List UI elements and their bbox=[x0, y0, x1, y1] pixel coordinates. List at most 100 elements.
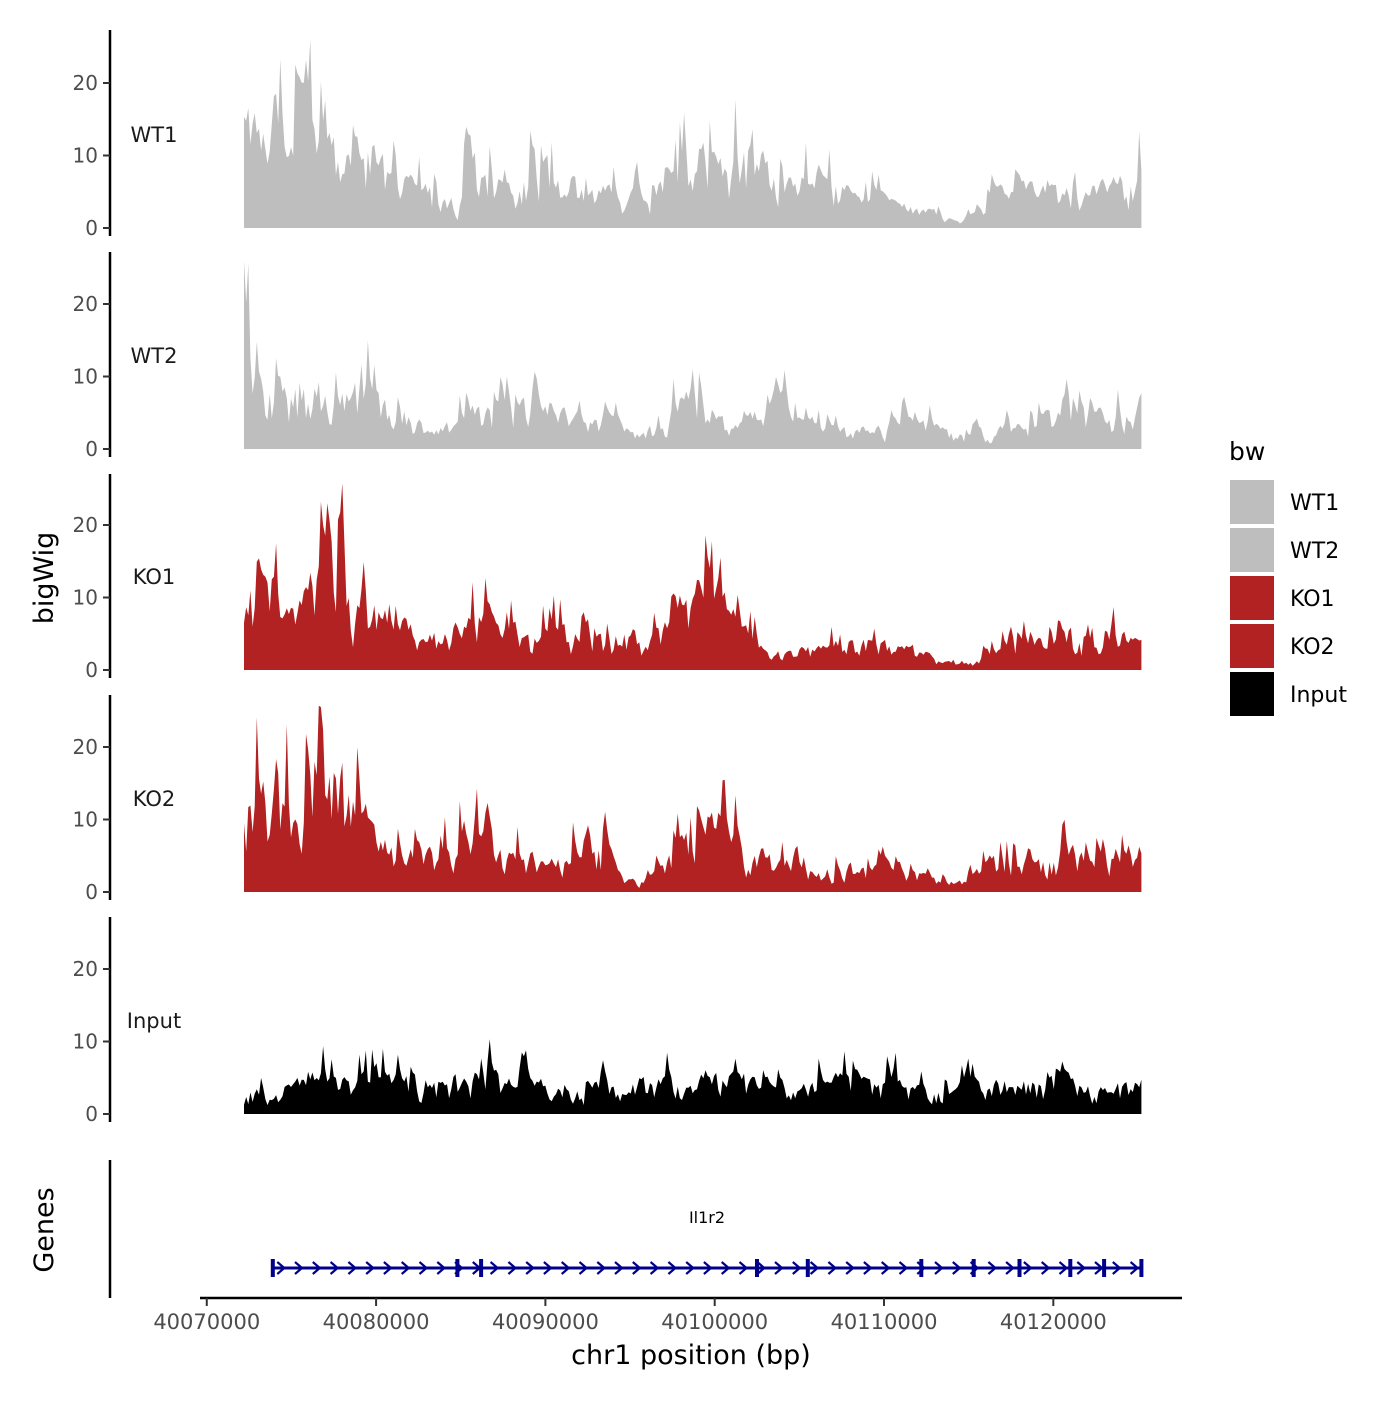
y-tick-label: 0 bbox=[85, 437, 98, 461]
strand-arrow bbox=[667, 1261, 678, 1275]
strand-arrow bbox=[649, 1261, 660, 1275]
strand-arrow bbox=[703, 1261, 713, 1275]
legend-swatch-input bbox=[1230, 672, 1274, 716]
y-tick-label: 0 bbox=[85, 216, 98, 240]
x-axis-title: chr1 position (bp) bbox=[571, 1340, 811, 1371]
gene-exon bbox=[919, 1259, 924, 1277]
x-tick-label: 40110000 bbox=[831, 1310, 938, 1334]
y-tick-label: 0 bbox=[85, 658, 98, 682]
coverage-area-wt1 bbox=[244, 39, 1142, 228]
genes-track bbox=[108, 1160, 1144, 1298]
y-tick-label: 20 bbox=[73, 513, 98, 537]
legend-label-input: Input bbox=[1290, 683, 1347, 708]
strand-arrow bbox=[987, 1261, 998, 1275]
legend-label-ko2: KO2 bbox=[1290, 635, 1335, 660]
track-input: 0 10 20 Input bbox=[73, 917, 1142, 1126]
y-tick-label: 20 bbox=[73, 957, 98, 981]
genes-track-title: Genes bbox=[29, 1187, 60, 1272]
x-axis: 40070000 40080000 40090000 40100000 40110000… bbox=[153, 1296, 1182, 1334]
track-wt1: 0 10 20 WT1 bbox=[73, 30, 1142, 240]
gene-name-label: Il1r2 bbox=[689, 1208, 725, 1227]
legend-swatch-ko2 bbox=[1230, 624, 1274, 668]
gene-exon bbox=[971, 1259, 976, 1277]
y-tick-label: 20 bbox=[73, 735, 98, 759]
x-tick-label: 40100000 bbox=[661, 1310, 768, 1334]
strand-arrow bbox=[1005, 1261, 1015, 1275]
strand-arrow bbox=[365, 1261, 375, 1275]
x-tick-label: 40120000 bbox=[1000, 1310, 1107, 1334]
strand-arrow bbox=[507, 1261, 518, 1275]
legend-label-ko1: KO1 bbox=[1290, 587, 1335, 612]
strand-arrow bbox=[934, 1261, 944, 1275]
strand-arrow bbox=[1094, 1261, 1104, 1275]
legend-swatch-wt2 bbox=[1230, 528, 1274, 572]
strand-arrow bbox=[1058, 1261, 1069, 1275]
y-tick-label: 0 bbox=[85, 880, 98, 904]
gene-exon bbox=[455, 1259, 460, 1277]
legend-swatch-ko1 bbox=[1230, 576, 1274, 620]
track-label: WT1 bbox=[131, 123, 178, 147]
y-tick-label: 10 bbox=[73, 1030, 98, 1054]
strand-arrow bbox=[845, 1261, 855, 1275]
strand-arrow bbox=[738, 1261, 749, 1275]
strand-arrow bbox=[632, 1261, 642, 1275]
strand-arrow bbox=[792, 1261, 802, 1275]
gene-exon bbox=[1017, 1259, 1022, 1277]
legend-label-wt1: WT1 bbox=[1290, 491, 1339, 516]
coverage-area-input bbox=[244, 1039, 1142, 1114]
y-tick-label: 20 bbox=[73, 71, 98, 95]
track-label: KO1 bbox=[133, 565, 176, 589]
strand-arrow bbox=[880, 1261, 891, 1275]
track-label: KO2 bbox=[133, 787, 176, 811]
gene-exon bbox=[805, 1259, 810, 1277]
gene-exon bbox=[1139, 1259, 1144, 1277]
strand-arrow bbox=[383, 1261, 393, 1275]
y-tick-label: 10 bbox=[73, 808, 98, 832]
x-tick-label: 40080000 bbox=[323, 1310, 430, 1334]
track-ko1: 0 10 20 KO1 bbox=[73, 474, 1142, 682]
gene-exon bbox=[270, 1259, 275, 1277]
legend-label-wt2: WT2 bbox=[1290, 539, 1339, 564]
gene-exon bbox=[1068, 1259, 1073, 1277]
strand-arrow bbox=[489, 1261, 500, 1275]
y-tick-label: 10 bbox=[73, 365, 98, 389]
gene-exon bbox=[1102, 1259, 1107, 1277]
coverage-area-ko1 bbox=[244, 483, 1142, 670]
strand-arrow bbox=[1076, 1261, 1086, 1275]
strand-arrow bbox=[543, 1261, 553, 1275]
strand-arrow bbox=[685, 1261, 695, 1275]
strand-arrow bbox=[1023, 1261, 1033, 1275]
strand-arrow bbox=[1112, 1261, 1122, 1275]
strand-arrow bbox=[276, 1261, 286, 1275]
track-ko2: 0 10 20 KO2 bbox=[73, 695, 1142, 904]
track-label: Input bbox=[127, 1009, 181, 1033]
coverage-area-ko2 bbox=[244, 705, 1142, 892]
strand-arrow bbox=[329, 1261, 340, 1275]
x-tick-label: 40090000 bbox=[492, 1310, 599, 1334]
y-tick-label: 10 bbox=[73, 144, 98, 168]
y-tick-label: 20 bbox=[73, 292, 98, 316]
strand-arrow bbox=[827, 1261, 838, 1275]
strand-arrow bbox=[560, 1261, 571, 1275]
strand-arrow bbox=[898, 1261, 909, 1275]
strand-arrow bbox=[436, 1261, 446, 1275]
strand-arrow bbox=[720, 1261, 731, 1275]
strand-arrow bbox=[525, 1261, 535, 1275]
strand-arrow bbox=[312, 1261, 322, 1275]
strand-arrow bbox=[756, 1261, 766, 1275]
track-label: WT2 bbox=[131, 344, 178, 368]
strand-arrow bbox=[614, 1261, 624, 1275]
tracks-layer: 0 10 20 WT1 0 10 20 WT2 0 10 20 KO1 0 10 20 KO2 0 10 20 Inp… bbox=[73, 30, 1142, 1126]
y-tick-label: 0 bbox=[85, 1102, 98, 1126]
track-wt2: 0 10 20 WT2 bbox=[73, 252, 1142, 461]
y-tick-label: 10 bbox=[73, 586, 98, 610]
strand-arrow bbox=[400, 1261, 411, 1275]
gene-exon bbox=[479, 1259, 484, 1277]
strand-arrow bbox=[952, 1261, 962, 1275]
strand-arrow bbox=[774, 1261, 784, 1275]
strand-arrow bbox=[863, 1261, 873, 1275]
strand-arrow bbox=[578, 1261, 589, 1275]
legend-swatch-wt1 bbox=[1230, 480, 1274, 524]
